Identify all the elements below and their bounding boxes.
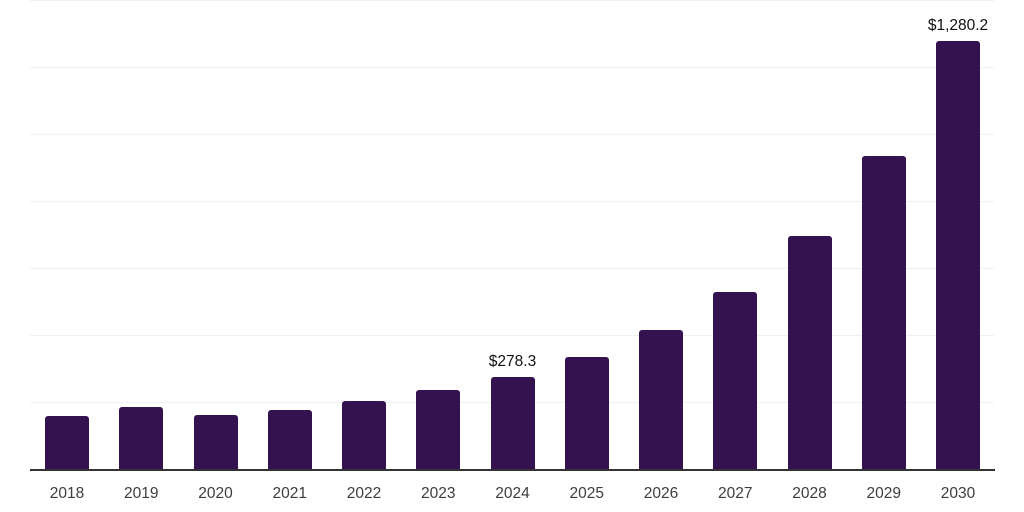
bar-2021 — [267, 409, 312, 470]
bar-2025 — [564, 357, 609, 470]
bar-2026 — [639, 330, 683, 470]
x-axis-line — [30, 469, 995, 471]
bar-2022 — [342, 400, 386, 470]
x-tick-label-2022: 2022 — [346, 485, 382, 502]
gridline — [30, 0, 994, 1]
x-tick-label-2019: 2019 — [124, 485, 159, 502]
x-tick-label-2024: 2024 — [495, 485, 530, 502]
x-tick-label-2021: 2021 — [272, 485, 308, 502]
bar-2020 — [193, 415, 238, 470]
x-tick-label-2025: 2025 — [569, 485, 605, 502]
x-tick-label-2028: 2028 — [792, 485, 827, 502]
x-tick-label-2018: 2018 — [49, 485, 85, 502]
plot-area: $278.3 $1,280.2 — [30, 0, 994, 470]
gridline — [30, 335, 994, 336]
gridline — [30, 67, 994, 68]
x-tick-label-2023: 2023 — [421, 485, 456, 502]
bar-2018 — [45, 416, 89, 470]
bar-2019 — [119, 407, 164, 470]
x-tick-label-2029: 2029 — [866, 485, 902, 502]
bar-2027 — [713, 291, 758, 470]
bar-2023 — [416, 390, 461, 470]
gridline — [30, 268, 994, 269]
x-tick-label-2026: 2026 — [643, 485, 679, 502]
x-tick-label-2027: 2027 — [718, 485, 753, 502]
x-tick-label-2020: 2020 — [198, 485, 233, 502]
x-tick-label-2030: 2030 — [940, 485, 976, 502]
bar-2028 — [787, 235, 832, 470]
bar-2024 — [490, 376, 535, 470]
gridline — [30, 201, 994, 202]
bar-value-label-2030: $1,280.2 — [927, 17, 989, 35]
bar-2029 — [861, 155, 906, 470]
bar-2030 — [936, 41, 980, 470]
gridline — [30, 134, 994, 135]
bar-value-label-2024: $278.3 — [488, 352, 537, 370]
x-axis-labels: 2018 2019 2020 2021 2022 2023 2024 2025 2026 2027… — [30, 485, 994, 507]
